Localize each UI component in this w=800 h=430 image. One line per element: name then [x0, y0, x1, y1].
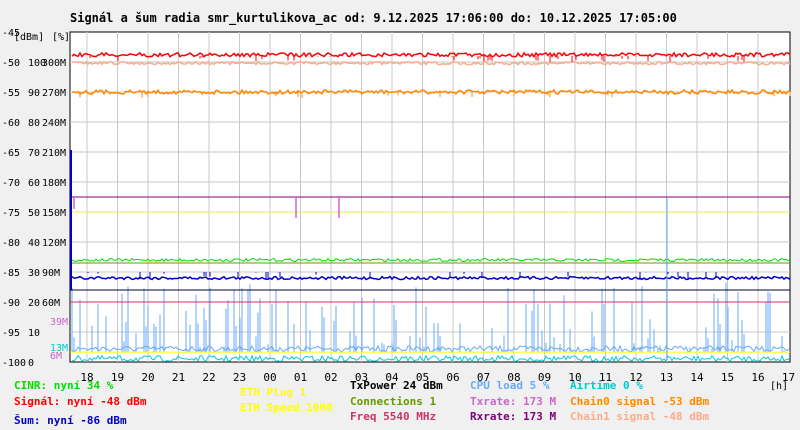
pct-tick-label: 70 [28, 148, 40, 159]
rate-tick-label: 39M [50, 317, 68, 328]
chain1-signal-series [71, 60, 791, 66]
hour-tick-label: 07 [477, 371, 490, 384]
legend-cpu: CPU load 5 % [470, 379, 550, 392]
dbm-tick-label: -70 [2, 178, 20, 189]
rate-tick-label: 180M [42, 178, 66, 189]
legend-noise: Šum: nyní -86 dBm [14, 414, 127, 427]
legend-eth_speed: ETH Speed 1000 [240, 401, 333, 414]
legend-rxrate: Rxrate: 173 M [470, 410, 556, 423]
pct-tick-label: 60 [28, 178, 40, 189]
hour-tick-label: 09 [538, 371, 551, 384]
dbm-tick-label: -65 [2, 148, 20, 159]
legend-airtime: Airtime 0 % [570, 379, 643, 392]
cpu-load-series [71, 344, 791, 354]
hour-tick-label: 11 [599, 371, 612, 384]
dbm-tick-label: -45 [2, 28, 20, 39]
rate-tick-label: 150M [42, 208, 66, 219]
hour-tick-label: 22 [202, 371, 215, 384]
hour-tick-label: 05 [416, 371, 429, 384]
hour-tick-label: 16 [751, 371, 764, 384]
pct-tick-label: 0 [28, 358, 34, 369]
hour-tick-label: 14 [690, 371, 704, 384]
hour-tick-label: 10 [568, 371, 581, 384]
rate-tick-label: 60M [42, 298, 60, 309]
dbm-unit-header: [dBm] [14, 32, 44, 43]
dbm-tick-label: -80 [2, 238, 20, 249]
axis-labels: -45-50-55-60-65-70-75-80-85-90-95-100100… [2, 28, 68, 369]
cinr-series [71, 257, 791, 263]
chain0-signal-series [71, 88, 791, 96]
dbm-tick-label: -50 [2, 58, 20, 69]
pct-tick-label: 80 [28, 118, 40, 129]
pct-tick-label: 90 [28, 88, 40, 99]
hour-tick-label: 23 [233, 371, 246, 384]
legend-freq: Freq 5540 MHz [350, 410, 436, 423]
legend-txrate: Txrate: 173 M [470, 395, 556, 408]
hour-tick-label: 06 [446, 371, 459, 384]
legend-chain1: Chain1 signal -48 dBm [570, 410, 709, 423]
hour-tick-label: 02 [324, 371, 337, 384]
hour-unit-header: [h] [770, 381, 788, 392]
dbm-tick-label: -60 [2, 118, 20, 129]
rate-tick-label: 270M [42, 88, 66, 99]
chain0-signal-series [79, 92, 791, 98]
hour-tick-label: 03 [355, 371, 368, 384]
series-layer [70, 51, 791, 363]
dbm-tick-label: -100 [2, 358, 26, 369]
signal-series [89, 56, 745, 62]
rate-tick-label: 120M [42, 238, 66, 249]
legend-txpower: TxPower 24 dBm [350, 379, 443, 392]
legend-connections: Connections 1 [350, 395, 436, 408]
pct-unit-header: [%] [52, 32, 70, 43]
chart-title: Signál a šum radia smr_kurtulikova_ac od… [70, 11, 677, 26]
hour-tick-label: 01 [294, 371, 307, 384]
legend-signal: Signál: nyní -48 dBm [14, 395, 147, 408]
dbm-tick-label: -95 [2, 328, 20, 339]
rate-tick-label: 300M [42, 58, 66, 69]
legend-eth_plug: ETH Plug 1 [240, 386, 307, 399]
hour-tick-label: 19 [111, 371, 124, 384]
dbm-tick-label: -55 [2, 88, 20, 99]
dbm-tick-label: -85 [2, 268, 20, 279]
rate-tick-label: 6M [50, 351, 62, 362]
noise-series [87, 272, 717, 280]
hour-tick-label: 08 [507, 371, 520, 384]
rate-tick-label: 210M [42, 148, 66, 159]
signal-series [71, 51, 791, 59]
noise-series [71, 275, 791, 281]
hour-tick-label: 17 [782, 371, 795, 384]
rate-tick-label: 13M [50, 343, 68, 354]
dbm-tick-label: -90 [2, 298, 20, 309]
pct-tick-label: 40 [28, 238, 40, 249]
pct-tick-label: 30 [28, 268, 40, 279]
hour-labels: 18 19 20 21 22 23 00 01 02 03 04 05 06 07 08 09 10 11 12 13… [80, 371, 795, 384]
legend-cinr: CINR: nyní 34 % [14, 379, 114, 392]
pct-tick-label: 50 [28, 208, 40, 219]
rate-tick-label: 240M [42, 118, 66, 129]
hour-tick-label: 18 [80, 371, 93, 384]
pct-tick-label: 10 [28, 328, 40, 339]
hour-tick-label: 12 [629, 371, 642, 384]
hour-tick-label: 04 [385, 371, 399, 384]
pct-tick-label: 20 [28, 298, 40, 309]
hour-tick-label: 15 [721, 371, 734, 384]
airtime-series [71, 354, 791, 363]
hour-tick-label: 00 [263, 371, 276, 384]
legend: CINR: nyní 34 % Signál: nyní -48 dBm Šum: … [14, 379, 709, 427]
dbm-tick-label: -75 [2, 208, 20, 219]
pct-tick-label: 100 [28, 58, 46, 69]
legend-chain0: Chain0 signal -53 dBm [570, 395, 709, 408]
hour-tick-label: 13 [660, 371, 673, 384]
hour-tick-label: 20 [141, 371, 154, 384]
hour-tick-label: 21 [172, 371, 185, 384]
rate-tick-label: 90M [42, 268, 60, 279]
